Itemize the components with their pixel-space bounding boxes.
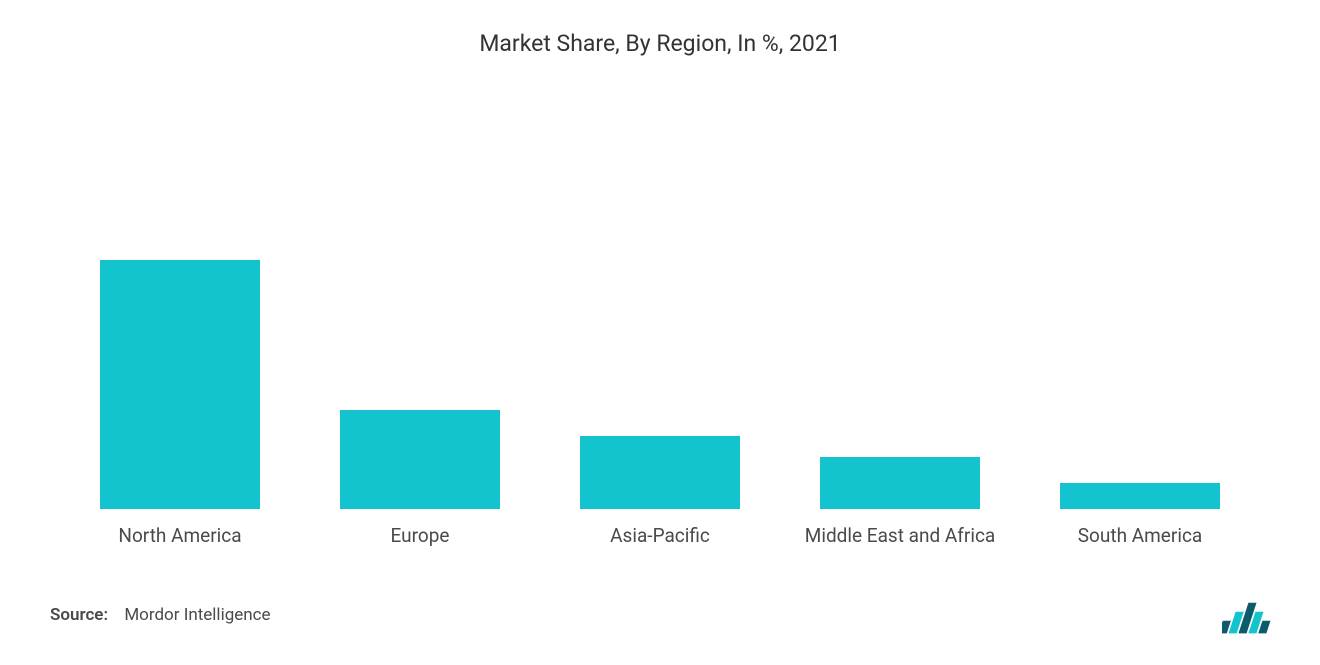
bar-group: Europe: [320, 410, 520, 575]
bar-label: South America: [1078, 523, 1202, 575]
bar-group: South America: [1040, 483, 1240, 575]
bar-group: Middle East and Africa: [800, 457, 1000, 575]
source-text: Mordor Intelligence: [124, 605, 270, 625]
bar-label: Asia-Pacific: [610, 523, 710, 575]
bar-group: Asia-Pacific: [560, 436, 760, 575]
bar-group: North America: [80, 260, 280, 575]
chart-title: Market Share, By Region, In %, 2021: [50, 30, 1270, 57]
bar-label: Middle East and Africa: [805, 523, 996, 575]
source-line: Source: Mordor Intelligence: [50, 605, 1270, 625]
mordor-logo-icon: [1222, 601, 1276, 637]
bar: [340, 410, 500, 509]
bar: [580, 436, 740, 509]
bar-label: North America: [118, 523, 241, 575]
bar: [100, 260, 260, 509]
bar-label: Europe: [391, 523, 450, 575]
source-label: Source:: [50, 605, 108, 625]
chart-container: Market Share, By Region, In %, 2021 Nort…: [0, 0, 1320, 665]
bar: [820, 457, 980, 509]
plot-area: North America Europe Asia-Pacific Middle Ea…: [50, 67, 1270, 575]
bar: [1060, 483, 1220, 509]
